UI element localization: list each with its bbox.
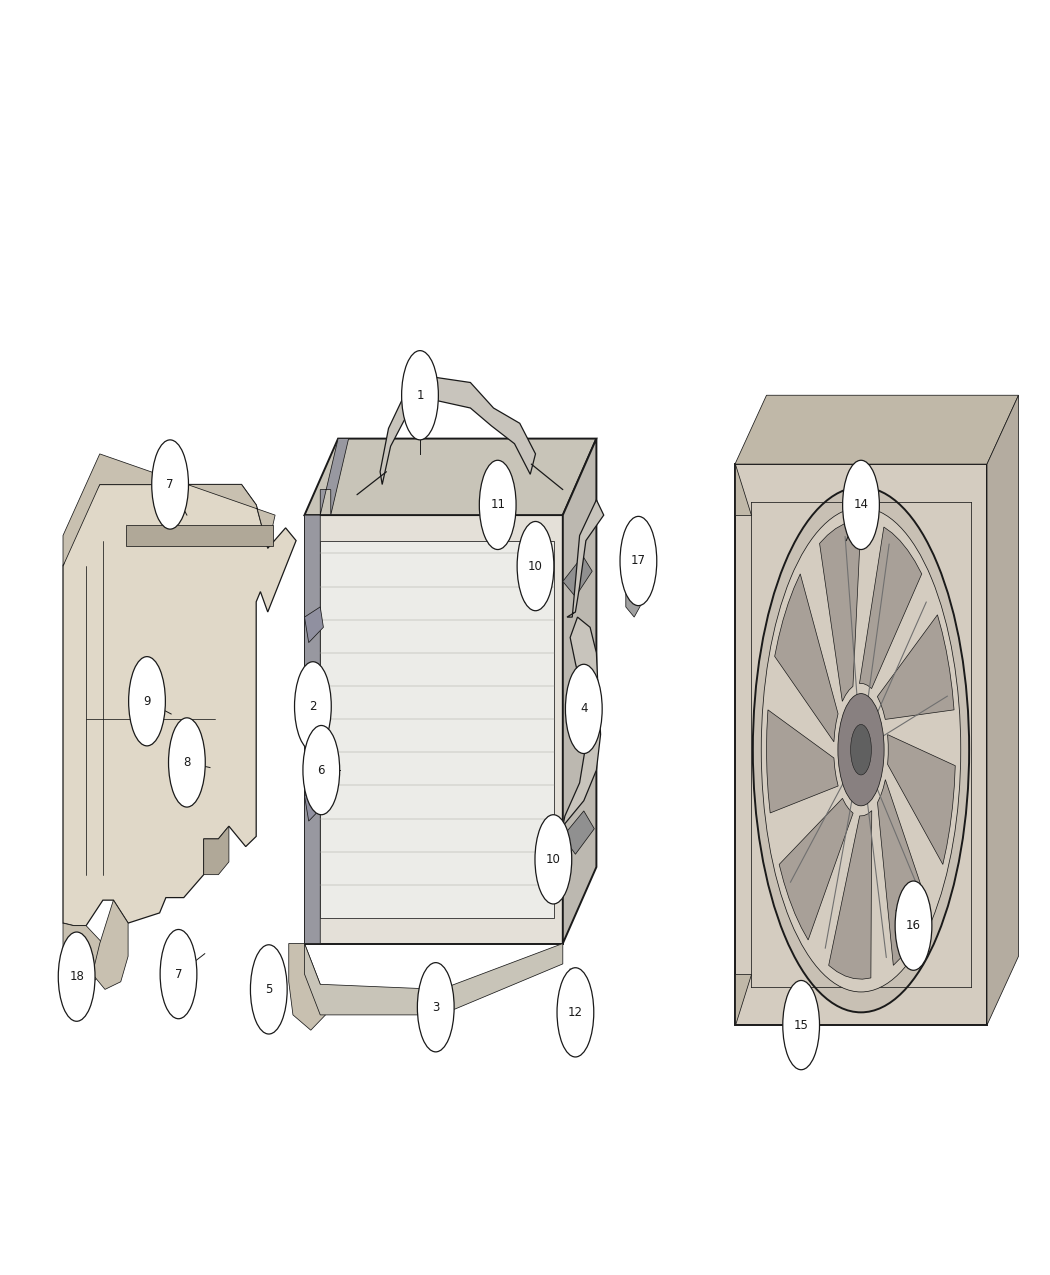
Polygon shape xyxy=(380,377,536,484)
Polygon shape xyxy=(828,811,872,979)
Circle shape xyxy=(566,664,603,754)
Circle shape xyxy=(479,460,517,550)
Circle shape xyxy=(58,932,94,1021)
Polygon shape xyxy=(304,944,563,1015)
Polygon shape xyxy=(126,525,273,546)
Polygon shape xyxy=(987,395,1018,1025)
Polygon shape xyxy=(775,574,838,742)
Polygon shape xyxy=(304,439,349,944)
Text: 7: 7 xyxy=(166,478,174,491)
Polygon shape xyxy=(878,615,954,719)
Circle shape xyxy=(753,487,969,1012)
Text: 11: 11 xyxy=(490,499,505,511)
Text: 15: 15 xyxy=(794,1019,808,1031)
Polygon shape xyxy=(563,811,594,854)
Circle shape xyxy=(251,945,288,1034)
Polygon shape xyxy=(735,464,987,1025)
Polygon shape xyxy=(63,923,103,989)
Polygon shape xyxy=(563,556,592,597)
Polygon shape xyxy=(766,710,838,813)
Polygon shape xyxy=(887,734,956,864)
Circle shape xyxy=(151,440,189,529)
Polygon shape xyxy=(92,900,128,989)
Text: 9: 9 xyxy=(143,695,151,708)
Circle shape xyxy=(517,521,554,611)
Polygon shape xyxy=(304,785,323,821)
Text: 1: 1 xyxy=(416,389,424,402)
Circle shape xyxy=(168,718,205,807)
Circle shape xyxy=(838,694,884,806)
Circle shape xyxy=(536,815,571,904)
Polygon shape xyxy=(820,520,861,701)
Circle shape xyxy=(850,724,871,775)
Text: 4: 4 xyxy=(580,703,588,715)
Polygon shape xyxy=(735,464,751,515)
Text: 2: 2 xyxy=(309,700,317,713)
Circle shape xyxy=(418,963,454,1052)
Circle shape xyxy=(558,968,594,1057)
Polygon shape xyxy=(289,944,326,1030)
Text: 12: 12 xyxy=(568,1006,583,1019)
Text: 10: 10 xyxy=(546,853,561,866)
Polygon shape xyxy=(779,798,853,940)
Text: 17: 17 xyxy=(631,555,646,567)
Polygon shape xyxy=(563,617,601,826)
Circle shape xyxy=(895,881,932,970)
Polygon shape xyxy=(563,439,596,944)
Polygon shape xyxy=(735,974,751,1025)
Polygon shape xyxy=(567,500,604,617)
Polygon shape xyxy=(860,527,922,688)
Circle shape xyxy=(761,507,961,992)
Text: 7: 7 xyxy=(174,968,183,980)
Circle shape xyxy=(620,516,657,606)
Text: 3: 3 xyxy=(432,1001,440,1014)
Polygon shape xyxy=(63,484,296,926)
Text: 5: 5 xyxy=(265,983,273,996)
Circle shape xyxy=(303,725,340,815)
Polygon shape xyxy=(878,779,929,965)
Circle shape xyxy=(294,662,332,751)
Text: 10: 10 xyxy=(528,560,543,572)
Polygon shape xyxy=(63,454,275,566)
Polygon shape xyxy=(304,607,323,643)
Text: 16: 16 xyxy=(906,919,921,932)
Circle shape xyxy=(401,351,439,440)
Text: 14: 14 xyxy=(854,499,868,511)
Polygon shape xyxy=(204,826,229,875)
Polygon shape xyxy=(626,566,644,617)
Text: 18: 18 xyxy=(69,970,84,983)
Polygon shape xyxy=(735,395,1018,464)
Text: 8: 8 xyxy=(183,756,191,769)
Circle shape xyxy=(842,460,880,550)
Polygon shape xyxy=(304,515,563,944)
Polygon shape xyxy=(304,439,596,515)
Text: 6: 6 xyxy=(317,764,326,776)
Polygon shape xyxy=(320,541,554,918)
Circle shape xyxy=(128,657,166,746)
Circle shape xyxy=(160,929,197,1019)
Circle shape xyxy=(782,980,820,1070)
